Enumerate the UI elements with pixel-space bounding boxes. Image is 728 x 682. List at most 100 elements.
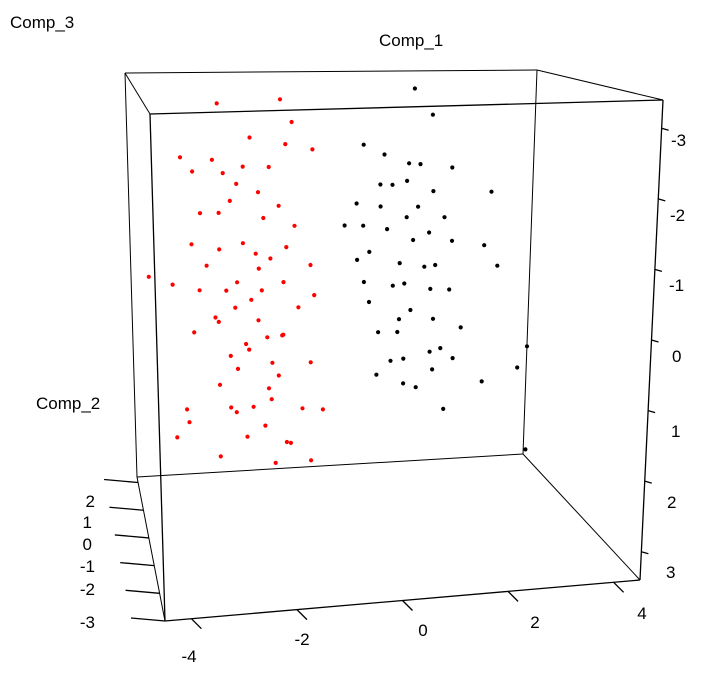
data-point-series-1: [213, 315, 218, 320]
data-point-series-2: [524, 344, 530, 349]
data-point-series-1: [190, 169, 195, 174]
data-point-series-2: [355, 257, 360, 262]
data-point-series-1: [261, 215, 266, 221]
data-point-series-2: [427, 230, 432, 235]
data-point-series-1: [276, 373, 281, 378]
data-point-series-2: [441, 406, 446, 411]
data-point-series-1: [288, 440, 293, 445]
data-point-series-1: [269, 397, 274, 402]
data-point-series-1: [189, 242, 194, 247]
data-point-series-1: [235, 366, 241, 371]
data-point-series-1: [217, 247, 222, 252]
y-tick-label: -1: [80, 557, 95, 576]
box-edge: [124, 72, 138, 478]
data-point-series-2: [385, 227, 390, 232]
data-point-series-2: [404, 215, 409, 220]
y-axis-title: Comp_2: [36, 394, 100, 413]
data-point-series-1: [320, 407, 325, 412]
data-point-series-2: [489, 189, 494, 194]
data-point-series-2: [361, 142, 366, 147]
z-tick-mark: [641, 551, 649, 555]
data-point-series-2: [405, 178, 410, 183]
data-point-series-2: [479, 379, 484, 384]
axis-ticks: [104, 127, 669, 630]
box-edge: [149, 113, 166, 622]
data-point-series-1: [233, 305, 238, 310]
data-point-series-1: [263, 423, 268, 428]
y-tick-mark: [104, 478, 139, 484]
box-edge: [149, 99, 664, 115]
data-point-series-2: [450, 356, 455, 361]
data-points: [146, 86, 530, 465]
box-edge: [522, 453, 641, 581]
data-point-series-1: [266, 386, 272, 391]
data-point-series-1: [209, 157, 214, 162]
data-point-series-2: [422, 264, 427, 269]
data-point-series-1: [265, 335, 270, 340]
data-point-series-1: [289, 119, 294, 125]
box-edge: [124, 72, 151, 115]
box-edge: [136, 453, 524, 478]
data-point-series-1: [216, 319, 221, 324]
y-tick-mark: [114, 534, 149, 539]
data-point-series-1: [268, 256, 273, 261]
data-point-series-1: [185, 407, 190, 412]
x-tick-mark: [402, 600, 413, 611]
data-point-series-1: [296, 305, 301, 310]
data-point-series-1: [255, 190, 261, 195]
x-tick-label: 4: [637, 604, 646, 623]
x-tick-mark: [190, 618, 202, 630]
data-point-series-1: [218, 454, 223, 459]
data-point-series-2: [396, 317, 402, 322]
data-point-series-2: [523, 447, 528, 452]
data-point-series-2: [450, 165, 455, 170]
data-point-series-1: [309, 458, 314, 463]
data-point-series-2: [438, 346, 443, 351]
data-point-series-1: [249, 297, 254, 302]
y-tick-label: 1: [83, 513, 92, 532]
data-point-series-1: [273, 460, 278, 465]
data-point-series-2: [354, 201, 359, 206]
data-point-series-2: [390, 182, 395, 187]
data-point-series-1: [256, 266, 261, 271]
y-tick-mark: [130, 617, 166, 622]
data-point-series-2: [367, 249, 372, 254]
data-point-series-1: [251, 404, 256, 409]
z-tick-label: 0: [672, 347, 681, 366]
data-point-series-2: [395, 329, 400, 335]
x-axis-title: Comp_1: [379, 31, 443, 50]
data-point-series-1: [300, 406, 305, 411]
data-point-series-1: [240, 164, 245, 169]
x-tick-mark: [296, 609, 308, 621]
data-point-series-1: [244, 341, 249, 347]
data-point-series-2: [515, 365, 520, 370]
data-point-series-1: [235, 280, 240, 285]
z-tick-label: -2: [670, 206, 685, 225]
data-point-series-1: [256, 318, 261, 323]
x-tick-label: -4: [181, 647, 196, 666]
z-tick-mark: [661, 127, 669, 131]
data-point-series-2: [430, 316, 436, 321]
data-point-series-2: [376, 330, 381, 335]
z-tick-label: 3: [666, 563, 675, 582]
data-point-series-1: [217, 382, 223, 387]
data-point-series-1: [228, 353, 233, 358]
x-tick-label: -2: [294, 630, 309, 649]
data-point-series-1: [284, 245, 289, 250]
data-point-series-2: [430, 112, 435, 117]
bounding-box: [124, 69, 664, 622]
data-point-series-2: [430, 367, 435, 372]
data-point-series-1: [192, 330, 197, 335]
z-tick-label: -3: [671, 131, 686, 150]
z-tick-label: 2: [667, 493, 676, 512]
data-point-series-1: [240, 241, 245, 246]
z-tick-mark: [651, 339, 659, 343]
data-point-series-2: [390, 283, 395, 288]
data-point-series-2: [428, 286, 433, 291]
data-point-series-2: [433, 262, 438, 268]
y-tick-label: 2: [86, 492, 95, 511]
y-tick-label: -2: [80, 580, 95, 599]
data-point-series-1: [224, 288, 229, 293]
data-point-series-1: [259, 288, 264, 293]
